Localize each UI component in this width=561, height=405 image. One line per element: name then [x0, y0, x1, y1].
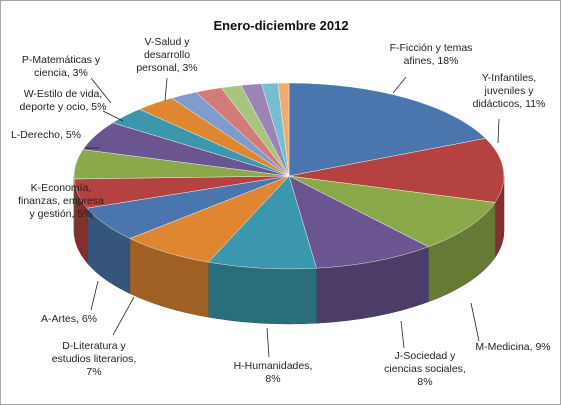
label-salud-line: V-Salud y — [145, 36, 191, 48]
pie-slice-2 — [288, 175, 496, 248]
label-ficcion-line: afines, 18% — [404, 55, 459, 67]
label-estilo: W-Estilo de vida, deporte y ocio, 5% — [20, 88, 107, 113]
pie-slice-4 — [207, 175, 317, 270]
chart-title: Enero-diciembre 2012 — [213, 18, 348, 33]
label-salud-line: desarrollo — [144, 49, 190, 61]
label-economia-line: y gestión, 5% — [29, 208, 92, 220]
leader-medicina — [470, 302, 480, 342]
label-derecho-line: L-Derecho, 5% — [11, 129, 81, 141]
pie-slice-3 — [288, 175, 429, 269]
leader-infantiles — [497, 118, 500, 144]
label-sociedad: J-Sociedad y ciencias sociales, 8% — [384, 350, 466, 388]
label-literatura-line: D-Literatura y — [62, 340, 126, 352]
pie-slice-1 — [288, 138, 505, 203]
label-infantiles-line: Y-Infantiles, — [482, 72, 536, 84]
label-artes: A-Artes, 6% — [41, 313, 97, 325]
label-humanidades-line: H-Humanidades, — [234, 360, 313, 372]
leader-humanidades — [266, 327, 270, 358]
leader-artes — [90, 280, 99, 311]
pie-top-group — [73, 82, 505, 270]
label-economia: K-Economía, finanzas, empresa y gestión, 5… — [18, 182, 104, 220]
label-humanidades: H-Humanidades, 8% — [234, 360, 313, 385]
pie-side-group — [73, 175, 505, 325]
leader-economia — [88, 214, 94, 220]
label-literatura: D-Literatura y estudios literarios, 7% — [52, 340, 137, 378]
label-infantiles-line: didácticos, 11% — [473, 98, 546, 110]
label-medicina-line: M-Medicina, 9% — [475, 341, 550, 353]
pie-slice-side-4 — [208, 261, 317, 325]
leader-literatura — [112, 296, 135, 336]
label-ficcion: F-Ficción y temas afines, 18% — [390, 42, 473, 67]
label-infantiles-line: juveniles y — [483, 85, 534, 97]
pie-slice-17 — [277, 82, 290, 177]
label-ficcion-line: F-Ficción y temas — [390, 42, 473, 54]
label-derecho: L-Derecho, 5% — [11, 129, 81, 141]
leader-salud — [164, 77, 168, 102]
label-humanidades-line: 8% — [265, 373, 280, 385]
label-salud-line: personal, 3% — [136, 62, 197, 74]
label-salud: V-Salud y desarrollo personal, 3% — [136, 36, 197, 74]
label-literatura-line: 7% — [86, 366, 101, 378]
label-economia-line: K-Economía, — [31, 182, 92, 194]
label-medicina: M-Medicina, 9% — [475, 341, 550, 353]
label-sociedad-line: ciencias sociales, — [384, 363, 466, 375]
pie-slice-0 — [288, 82, 487, 177]
leader-estilo — [102, 110, 124, 122]
label-matematicas: P-Matemáticas y ciencia, 3% — [22, 54, 101, 79]
label-economia-line: finanzas, empresa — [18, 195, 104, 207]
label-matematicas-line: P-Matemáticas y — [22, 54, 101, 66]
leader-matematicas — [90, 77, 112, 104]
leader-ficcion — [392, 76, 407, 94]
label-sociedad-line: 8% — [417, 376, 432, 388]
label-matematicas-line: ciencia, 3% — [34, 67, 88, 79]
leader-sociedad — [400, 320, 405, 349]
label-infantiles: Y-Infantiles, juveniles y didácticos, 11% — [473, 72, 546, 110]
label-estilo-line: W-Estilo de vida, — [24, 88, 103, 100]
label-sociedad-line: J-Sociedad y — [395, 350, 456, 362]
label-artes-line: A-Artes, 6% — [41, 313, 97, 325]
label-estilo-line: deporte y ocio, 5% — [20, 101, 107, 113]
label-literatura-line: estudios literarios, — [52, 353, 137, 365]
